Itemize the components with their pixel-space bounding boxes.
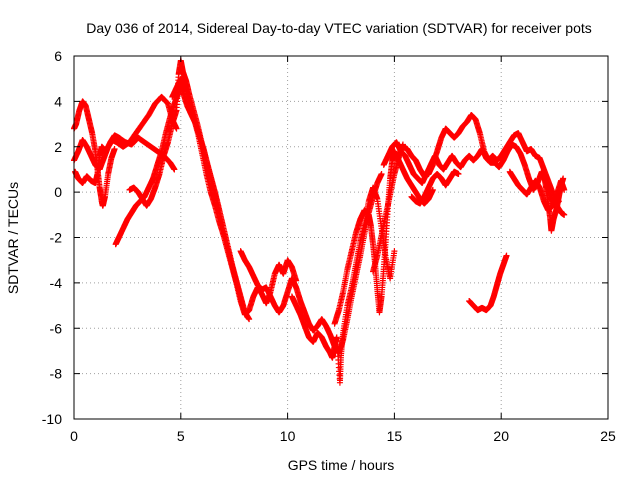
- x-axis-label: GPS time / hours: [288, 457, 395, 473]
- data-point: [246, 316, 253, 323]
- data-point: [173, 125, 180, 132]
- x-tick-label: 10: [280, 428, 296, 444]
- y-tick-label: -2: [50, 230, 63, 246]
- y-tick-label: -10: [42, 411, 62, 427]
- y-tick-label: 0: [54, 184, 62, 200]
- x-tick-label: 25: [600, 428, 616, 444]
- y-tick-label: -6: [50, 320, 63, 336]
- axis-ticks: 0 5 10 15 20 25 -10 -8 -6 -4 -2 0 2 4 6: [42, 48, 616, 444]
- x-tick-label: 0: [70, 428, 78, 444]
- y-tick-label: -8: [50, 366, 63, 382]
- y-tick-label: -4: [50, 275, 63, 291]
- x-tick-label: 20: [493, 428, 509, 444]
- x-tick-label: 15: [387, 428, 403, 444]
- series-arc-f: [169, 75, 300, 318]
- y-tick-label: 4: [54, 93, 62, 109]
- data-point: [171, 166, 178, 173]
- chart-title: Day 036 of 2014, Sidereal Day-to-day VTE…: [86, 20, 592, 36]
- data-point: [111, 146, 118, 153]
- data-points: [71, 57, 568, 386]
- series-arc-c: [72, 132, 178, 187]
- y-tick-label: 6: [54, 48, 62, 64]
- series-arc-o: [466, 252, 510, 314]
- series-arc-d: [112, 80, 246, 309]
- x-tick-label: 5: [177, 428, 185, 444]
- y-axis-label: SDTVAR / TECUs: [5, 182, 21, 294]
- y-tick-label: 2: [54, 139, 62, 155]
